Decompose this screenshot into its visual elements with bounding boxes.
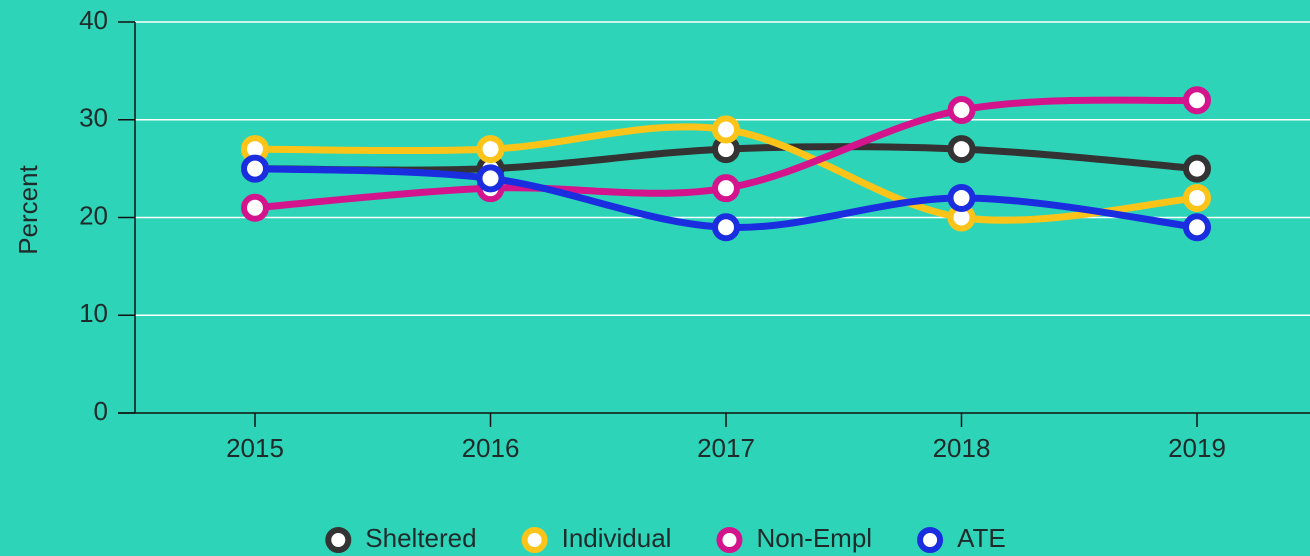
point — [476, 164, 505, 193]
legend-marker — [325, 527, 352, 553]
point — [947, 95, 976, 124]
y-axis-label: Percent — [13, 164, 43, 254]
legend-label: ATE — [957, 523, 1006, 553]
point — [947, 183, 976, 212]
point — [241, 193, 269, 222]
y-tick-label: 0 — [94, 396, 108, 426]
point — [241, 154, 269, 183]
legend-marker — [917, 527, 944, 553]
x-tick-label: 2015 — [226, 433, 284, 463]
point — [712, 115, 740, 144]
x-tick-label: 2016 — [462, 433, 520, 463]
x-tick-label: 2017 — [697, 433, 755, 463]
x-tick-label: 2018 — [933, 433, 991, 463]
point — [1183, 86, 1211, 115]
point — [1183, 183, 1211, 212]
point — [947, 135, 976, 164]
point — [476, 135, 505, 164]
point — [712, 213, 740, 242]
point — [1183, 213, 1211, 242]
legend-marker — [521, 527, 548, 553]
y-tick-label: 30 — [79, 103, 108, 133]
legend-marker — [716, 527, 743, 553]
legend: Sheltered Individual Non-Empl ATE — [325, 523, 1006, 553]
y-tick-label: 40 — [79, 5, 108, 35]
point — [712, 174, 740, 203]
point — [1183, 154, 1211, 183]
x-tick-label: 2019 — [1168, 433, 1226, 463]
legend-label: Sheltered — [365, 523, 476, 553]
y-tick-label: 10 — [79, 298, 108, 328]
legend-label: Individual — [562, 523, 672, 553]
legend-label: Non-Empl — [756, 523, 872, 553]
y-tick-label: 20 — [79, 200, 108, 230]
